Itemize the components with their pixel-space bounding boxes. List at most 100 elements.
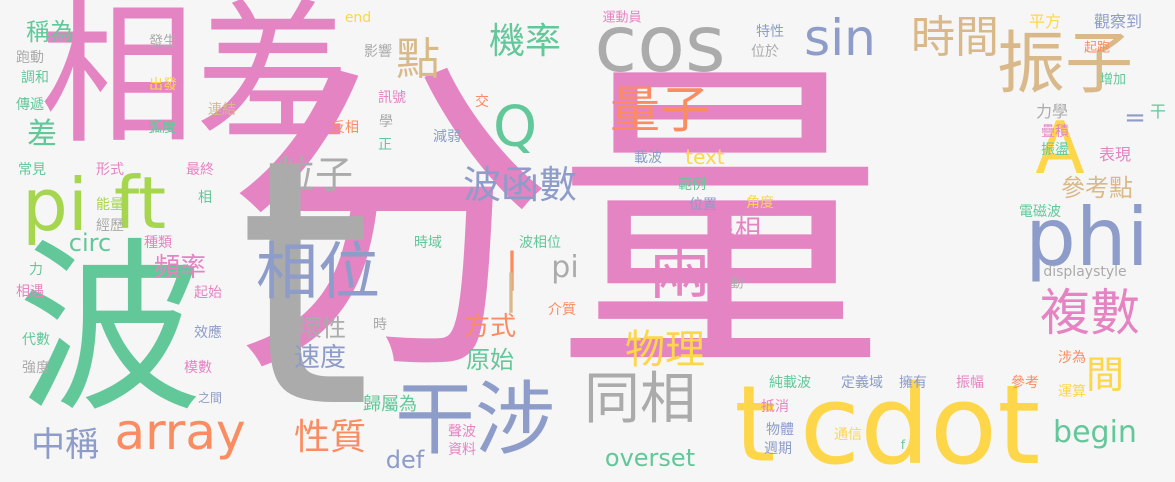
word-li: 力 — [29, 262, 43, 278]
word-fanli: 範例 — [678, 177, 706, 193]
word-array: array — [114, 403, 246, 461]
word-xue: 學 — [379, 114, 393, 130]
word-tiaohe: 調和 — [21, 70, 49, 86]
word-tongxiang: 同相 — [584, 367, 696, 432]
word-liang: 兩 — [648, 235, 712, 309]
word-zaibo: 載波 — [634, 150, 662, 166]
word-xiaoying: 效應 — [194, 325, 222, 341]
word-q: Q — [492, 95, 538, 160]
word-jiaodu: 角度 — [746, 195, 774, 211]
word-overset: overset — [604, 444, 696, 472]
word-guanchadao: 觀察到 — [1093, 12, 1143, 31]
word-shijian: 時間 — [911, 12, 999, 63]
word-cos: cos — [594, 0, 726, 90]
word-boxiangwei: 波相位 — [519, 235, 561, 251]
word-cdot: cdot — [799, 361, 1041, 482]
word-dian: 點 — [396, 34, 440, 85]
word-pi-gray: pi — [551, 250, 579, 285]
word-qishi: 起始 — [194, 285, 222, 301]
word-chufa: 出發 — [149, 77, 177, 93]
word-dong: 動 — [730, 276, 744, 292]
word-texing: 特性 — [756, 24, 784, 40]
word-weiyu: 位於 — [751, 44, 779, 60]
word-yundongyuan: 運動員 — [602, 10, 642, 26]
word-wuli: 物理 — [625, 327, 705, 373]
word-changjian: 常見 — [18, 162, 46, 178]
word-xingzhi: 性質 — [293, 417, 367, 458]
word-jingli: 經歷 — [96, 218, 124, 234]
word-xingshi: 形式 — [96, 162, 124, 178]
word-weizhi: 位置 — [689, 197, 717, 213]
word-zhongcheng: 中稱 — [31, 425, 99, 465]
word-paodong: 跑動 — [16, 50, 44, 66]
word-yingxiang: 影響 — [364, 44, 392, 60]
word-biaoxian: 表現 — [1098, 145, 1132, 164]
word-t-gray: t — [238, 87, 372, 482]
word-bo: 波 — [17, 221, 203, 438]
word-zhenfu: 振幅 — [956, 375, 984, 391]
word-zhenzi: 振子 — [996, 25, 1134, 104]
word-t-yellow: t — [734, 363, 776, 482]
word-lizi: 粒子 — [276, 153, 354, 197]
word-cankaodian: 參考點 — [1061, 174, 1133, 202]
word-qiangdu: 強度 — [22, 360, 50, 376]
word-f: f — [900, 438, 906, 452]
word-shewei: 涉為 — [1058, 350, 1086, 366]
word-yixiang: 異相 — [708, 215, 762, 245]
word-pinlv: 頻率 — [153, 253, 207, 283]
word-pohuaixing: 破壞性 — [274, 314, 346, 342]
word-jilv: 機率 — [488, 21, 562, 62]
word-cha: 差 — [27, 117, 57, 152]
word-sin: sin — [804, 9, 876, 67]
word-dingyiyu: 定義域 — [841, 375, 883, 391]
word-bar-tan: | — [504, 267, 518, 313]
word-xiangcha: 相差 — [40, 0, 350, 166]
word-circ: circ — [68, 229, 112, 257]
word-xiangwei: 相位 — [255, 235, 381, 308]
word-sudu: 速度 — [293, 343, 347, 373]
word-bar-orange: | — [505, 245, 519, 291]
word-dieji: 疊積 — [1041, 124, 1069, 140]
word-chuandi: 傳遞 — [16, 97, 44, 113]
word-equals: = — [1124, 103, 1146, 133]
word-fangshi: 方式 — [463, 312, 517, 342]
word-displaystyle: displaystyle — [1043, 264, 1127, 280]
word-dixiao: 抵消 — [761, 399, 789, 415]
word-xiangyu: 相遇 — [16, 284, 44, 300]
word-zhendang: 振盪 — [1041, 142, 1069, 158]
word-xiang-small: 相 — [198, 190, 212, 206]
word-ft: ft — [113, 161, 167, 245]
word-jiao: 交 — [475, 94, 489, 110]
word-fenliang: 分量 — [225, 33, 885, 417]
word-qipao: 起跑 — [1083, 40, 1111, 56]
word-guishuwei: 歸屬為 — [363, 394, 417, 415]
word-liangzi: 量子 — [610, 81, 710, 139]
word-dianciBo: 電磁波 — [1019, 204, 1061, 220]
word-shiyu: 時域 — [414, 235, 442, 251]
word-yunsuan: 運算 — [1058, 384, 1086, 400]
word-lianjie: 連結 — [208, 102, 236, 118]
word-pi-lime: pi — [22, 163, 88, 247]
word-chengwei: 稱為 — [26, 18, 74, 46]
word-zhouqi: 週期 — [764, 441, 792, 457]
word-hudu: 弧度 — [148, 120, 176, 136]
word-zheng: 正 — [378, 137, 392, 153]
word-tongxin: 通信 — [834, 427, 862, 443]
word-shi: 時 — [373, 317, 387, 333]
word-zengjia: 增加 — [1099, 72, 1127, 88]
word-ganshe: 干涉 — [395, 373, 555, 466]
word-daishu: 代數 — [22, 332, 50, 348]
word-shengbo: 聲波 — [448, 424, 476, 440]
word-def: def — [385, 446, 425, 474]
word-jian: 間 — [1085, 353, 1125, 397]
word-xunhao: 訊號 — [378, 90, 406, 106]
word-cankao: 參考 — [1011, 375, 1039, 391]
word-gan: 干 — [1149, 102, 1167, 121]
word-a: A — [1035, 106, 1085, 190]
word-zuizhong: 最終 — [186, 162, 214, 178]
word-yuanshi: 原始 — [466, 346, 514, 374]
word-yongyou: 擁有 — [899, 375, 927, 391]
word-fushu: 複數 — [1040, 284, 1140, 342]
word-zhonglei: 種類 — [144, 235, 172, 251]
